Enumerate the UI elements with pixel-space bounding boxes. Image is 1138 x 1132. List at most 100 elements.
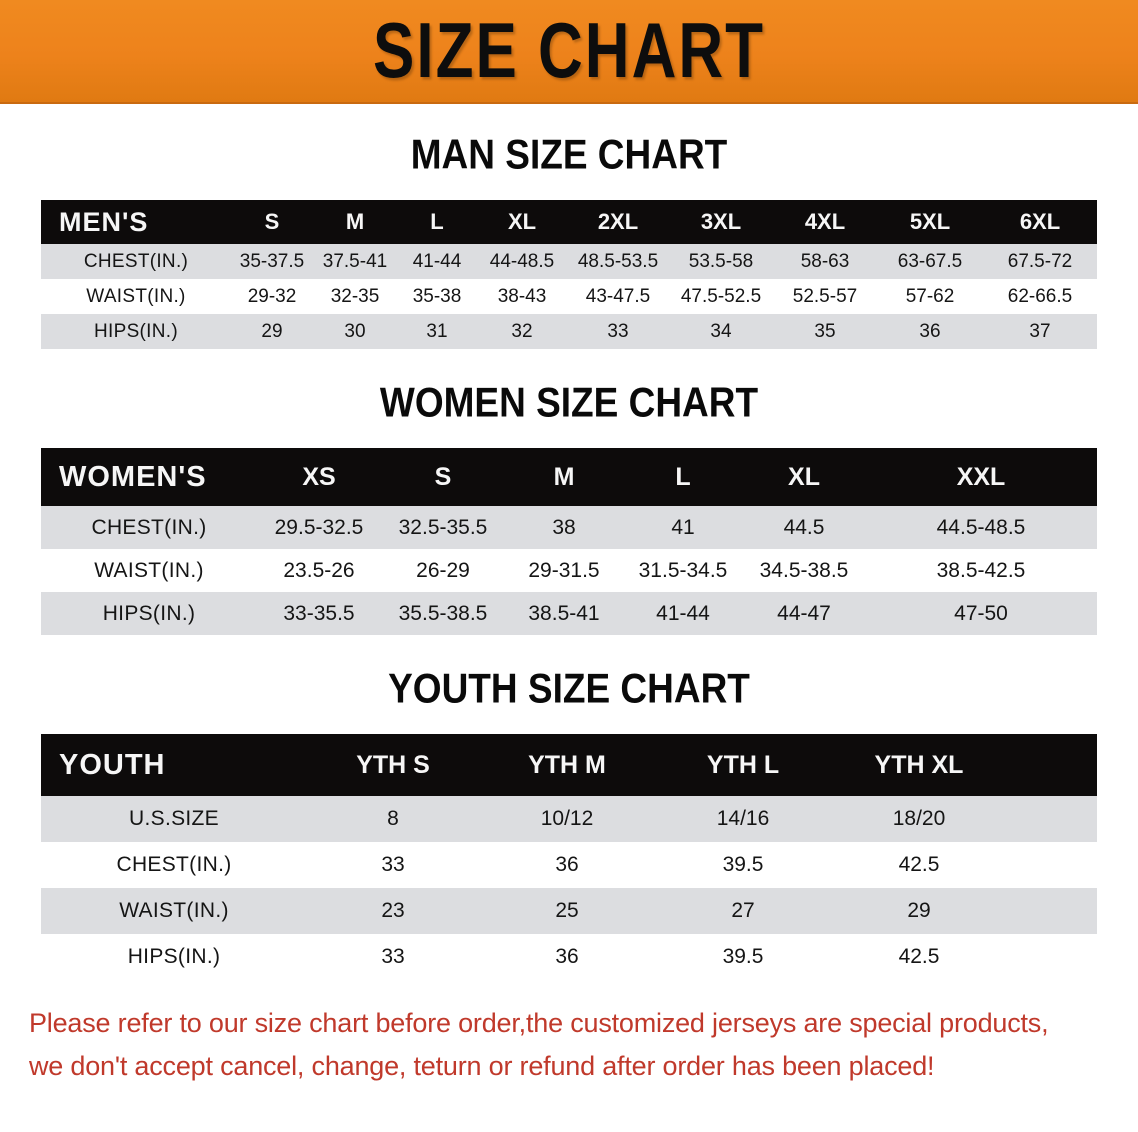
youth-header-label: YOUTH bbox=[59, 748, 166, 781]
page-title: SIZE CHART bbox=[373, 7, 765, 95]
youth-row-spacer bbox=[1007, 888, 1097, 934]
man-chest-3xl: 53.5-58 bbox=[688, 250, 754, 272]
man-hips-m: 30 bbox=[344, 320, 366, 342]
size-chart-banner: SIZE CHART bbox=[0, 0, 1138, 104]
women-waist-s: 26-29 bbox=[416, 558, 470, 582]
women-chest-xxl: 44.5-48.5 bbox=[936, 515, 1026, 539]
women-column-header-xxl: XXL bbox=[956, 462, 1006, 491]
women-chest-xs: 29.5-32.5 bbox=[274, 515, 364, 539]
man-hips-s: 29 bbox=[261, 320, 283, 342]
youth-column-header-l: YTH L bbox=[706, 750, 780, 779]
youth-chest-l: 39.5 bbox=[722, 853, 764, 876]
man-column-header-6xl: 6XL bbox=[1019, 209, 1061, 234]
man-row-label-waist: WAIST(IN.) bbox=[86, 285, 186, 307]
man-hips-3xl: 34 bbox=[710, 320, 732, 342]
man-chest-m: 37.5-41 bbox=[322, 250, 388, 272]
women-column-header-m: M bbox=[553, 462, 575, 491]
man-waist-5xl: 57-62 bbox=[905, 285, 955, 307]
women-column-header-s: S bbox=[434, 462, 452, 491]
women-table-header-row: WOMEN'S XS S M L XL XXL bbox=[41, 448, 1097, 506]
man-waist-s: 29-32 bbox=[247, 285, 297, 307]
order-policy-disclaimer: Please refer to our size chart before or… bbox=[29, 1002, 1109, 1088]
table-row: WAIST(IN.) 29-32 32-35 35-38 38-43 43-47… bbox=[41, 279, 1097, 314]
youth-row-label-us-size: U.S.SIZE bbox=[129, 807, 219, 830]
women-hips-xl: 44-47 bbox=[777, 601, 831, 625]
youth-waist-l: 27 bbox=[731, 899, 755, 922]
women-waist-xl: 34.5-38.5 bbox=[759, 558, 849, 582]
man-column-header-3xl: 3XL bbox=[700, 209, 742, 234]
man-chest-4xl: 58-63 bbox=[800, 250, 850, 272]
youth-section-heading: YOUTH SIZE CHART bbox=[388, 665, 750, 712]
man-size-table-wrapper: MEN'S S M L XL 2XL 3XL 4XL 5XL 6XL CHEST… bbox=[0, 200, 1138, 349]
table-row: U.S.SIZE 8 10/12 14/16 18/20 bbox=[41, 796, 1097, 842]
women-row-label-hips: HIPS(IN.) bbox=[102, 601, 196, 625]
youth-hips-l: 39.5 bbox=[722, 945, 764, 968]
women-waist-xxl: 38.5-42.5 bbox=[936, 558, 1026, 582]
man-chest-s: 35-37.5 bbox=[239, 250, 305, 272]
man-row-label-chest: CHEST(IN.) bbox=[83, 250, 189, 272]
table-row: CHEST(IN.) 33 36 39.5 42.5 bbox=[41, 842, 1097, 888]
man-section-heading: MAN SIZE CHART bbox=[410, 131, 728, 178]
man-hips-6xl: 37 bbox=[1029, 320, 1051, 342]
women-hips-s: 35.5-38.5 bbox=[398, 601, 488, 625]
youth-column-header-s: YTH S bbox=[356, 750, 430, 779]
women-chest-l: 41 bbox=[671, 515, 695, 539]
youth-chest-s: 33 bbox=[381, 853, 405, 876]
youth-size-table: YOUTH YTH S YTH M YTH L YTH XL U.S.SIZE … bbox=[41, 734, 1097, 980]
man-hips-xl: 32 bbox=[511, 320, 533, 342]
youth-chest-xl: 42.5 bbox=[898, 853, 940, 876]
man-chest-5xl: 63-67.5 bbox=[897, 250, 963, 272]
youth-row-spacer bbox=[1007, 796, 1097, 842]
man-chest-2xl: 48.5-53.5 bbox=[577, 250, 659, 272]
man-column-header-5xl: 5XL bbox=[909, 209, 951, 234]
youth-row-label-hips: HIPS(IN.) bbox=[127, 945, 221, 968]
women-column-header-xs: XS bbox=[302, 462, 336, 491]
women-hips-xxl: 47-50 bbox=[954, 601, 1008, 625]
man-hips-l: 31 bbox=[426, 320, 448, 342]
youth-hips-s: 33 bbox=[381, 945, 405, 968]
youth-row-label-chest: CHEST(IN.) bbox=[116, 853, 232, 876]
women-hips-m: 38.5-41 bbox=[528, 601, 600, 625]
youth-column-header-m: YTH M bbox=[528, 750, 606, 779]
table-row: CHEST(IN.) 29.5-32.5 32.5-35.5 38 41 44.… bbox=[41, 506, 1097, 549]
man-chest-xl: 44-48.5 bbox=[489, 250, 555, 272]
man-waist-xl: 38-43 bbox=[497, 285, 547, 307]
women-column-header-xl: XL bbox=[788, 462, 820, 491]
women-chest-s: 32.5-35.5 bbox=[398, 515, 488, 539]
table-row: HIPS(IN.) 29 30 31 32 33 34 35 36 37 bbox=[41, 314, 1097, 349]
youth-row-spacer bbox=[1007, 842, 1097, 888]
women-chest-m: 38 bbox=[552, 515, 576, 539]
youth-waist-xl: 29 bbox=[907, 899, 931, 922]
man-hips-2xl: 33 bbox=[607, 320, 629, 342]
women-section-heading: WOMEN SIZE CHART bbox=[379, 379, 759, 426]
man-column-header-l: L bbox=[430, 209, 444, 234]
man-hips-5xl: 36 bbox=[919, 320, 941, 342]
man-waist-6xl: 62-66.5 bbox=[1007, 285, 1073, 307]
man-chest-6xl: 67.5-72 bbox=[1007, 250, 1073, 272]
youth-ussize-m: 10/12 bbox=[540, 807, 594, 830]
man-table-header-row: MEN'S S M L XL 2XL 3XL 4XL 5XL 6XL bbox=[41, 200, 1097, 244]
man-waist-l: 35-38 bbox=[412, 285, 462, 307]
youth-waist-s: 23 bbox=[381, 899, 405, 922]
disclaimer-line-2: we don't accept cancel, change, teturn o… bbox=[29, 1051, 935, 1082]
youth-column-header-xl: YTH XL bbox=[874, 750, 964, 779]
women-waist-l: 31.5-34.5 bbox=[638, 558, 728, 582]
youth-ussize-xl: 18/20 bbox=[892, 807, 946, 830]
man-waist-m: 32-35 bbox=[330, 285, 380, 307]
man-row-label-hips: HIPS(IN.) bbox=[94, 320, 178, 342]
youth-header-spacer bbox=[1007, 734, 1097, 796]
women-waist-m: 29-31.5 bbox=[528, 558, 600, 582]
women-row-label-chest: CHEST(IN.) bbox=[91, 515, 207, 539]
women-column-header-l: L bbox=[675, 462, 691, 491]
youth-ussize-l: 14/16 bbox=[716, 807, 770, 830]
man-column-header-s: S bbox=[264, 209, 280, 234]
man-waist-2xl: 43-47.5 bbox=[585, 285, 651, 307]
table-row: HIPS(IN.) 33-35.5 35.5-38.5 38.5-41 41-4… bbox=[41, 592, 1097, 635]
man-column-header-xl: XL bbox=[507, 209, 537, 234]
disclaimer-line-1: Please refer to our size chart before or… bbox=[29, 1008, 1049, 1038]
table-row: CHEST(IN.) 35-37.5 37.5-41 41-44 44-48.5… bbox=[41, 244, 1097, 279]
youth-row-label-waist: WAIST(IN.) bbox=[119, 899, 229, 922]
youth-table-header-row: YOUTH YTH S YTH M YTH L YTH XL bbox=[41, 734, 1097, 796]
women-size-table-wrapper: WOMEN'S XS S M L XL XXL CHEST(IN.) 29.5-… bbox=[0, 448, 1138, 635]
man-header-label: MEN'S bbox=[59, 206, 149, 237]
